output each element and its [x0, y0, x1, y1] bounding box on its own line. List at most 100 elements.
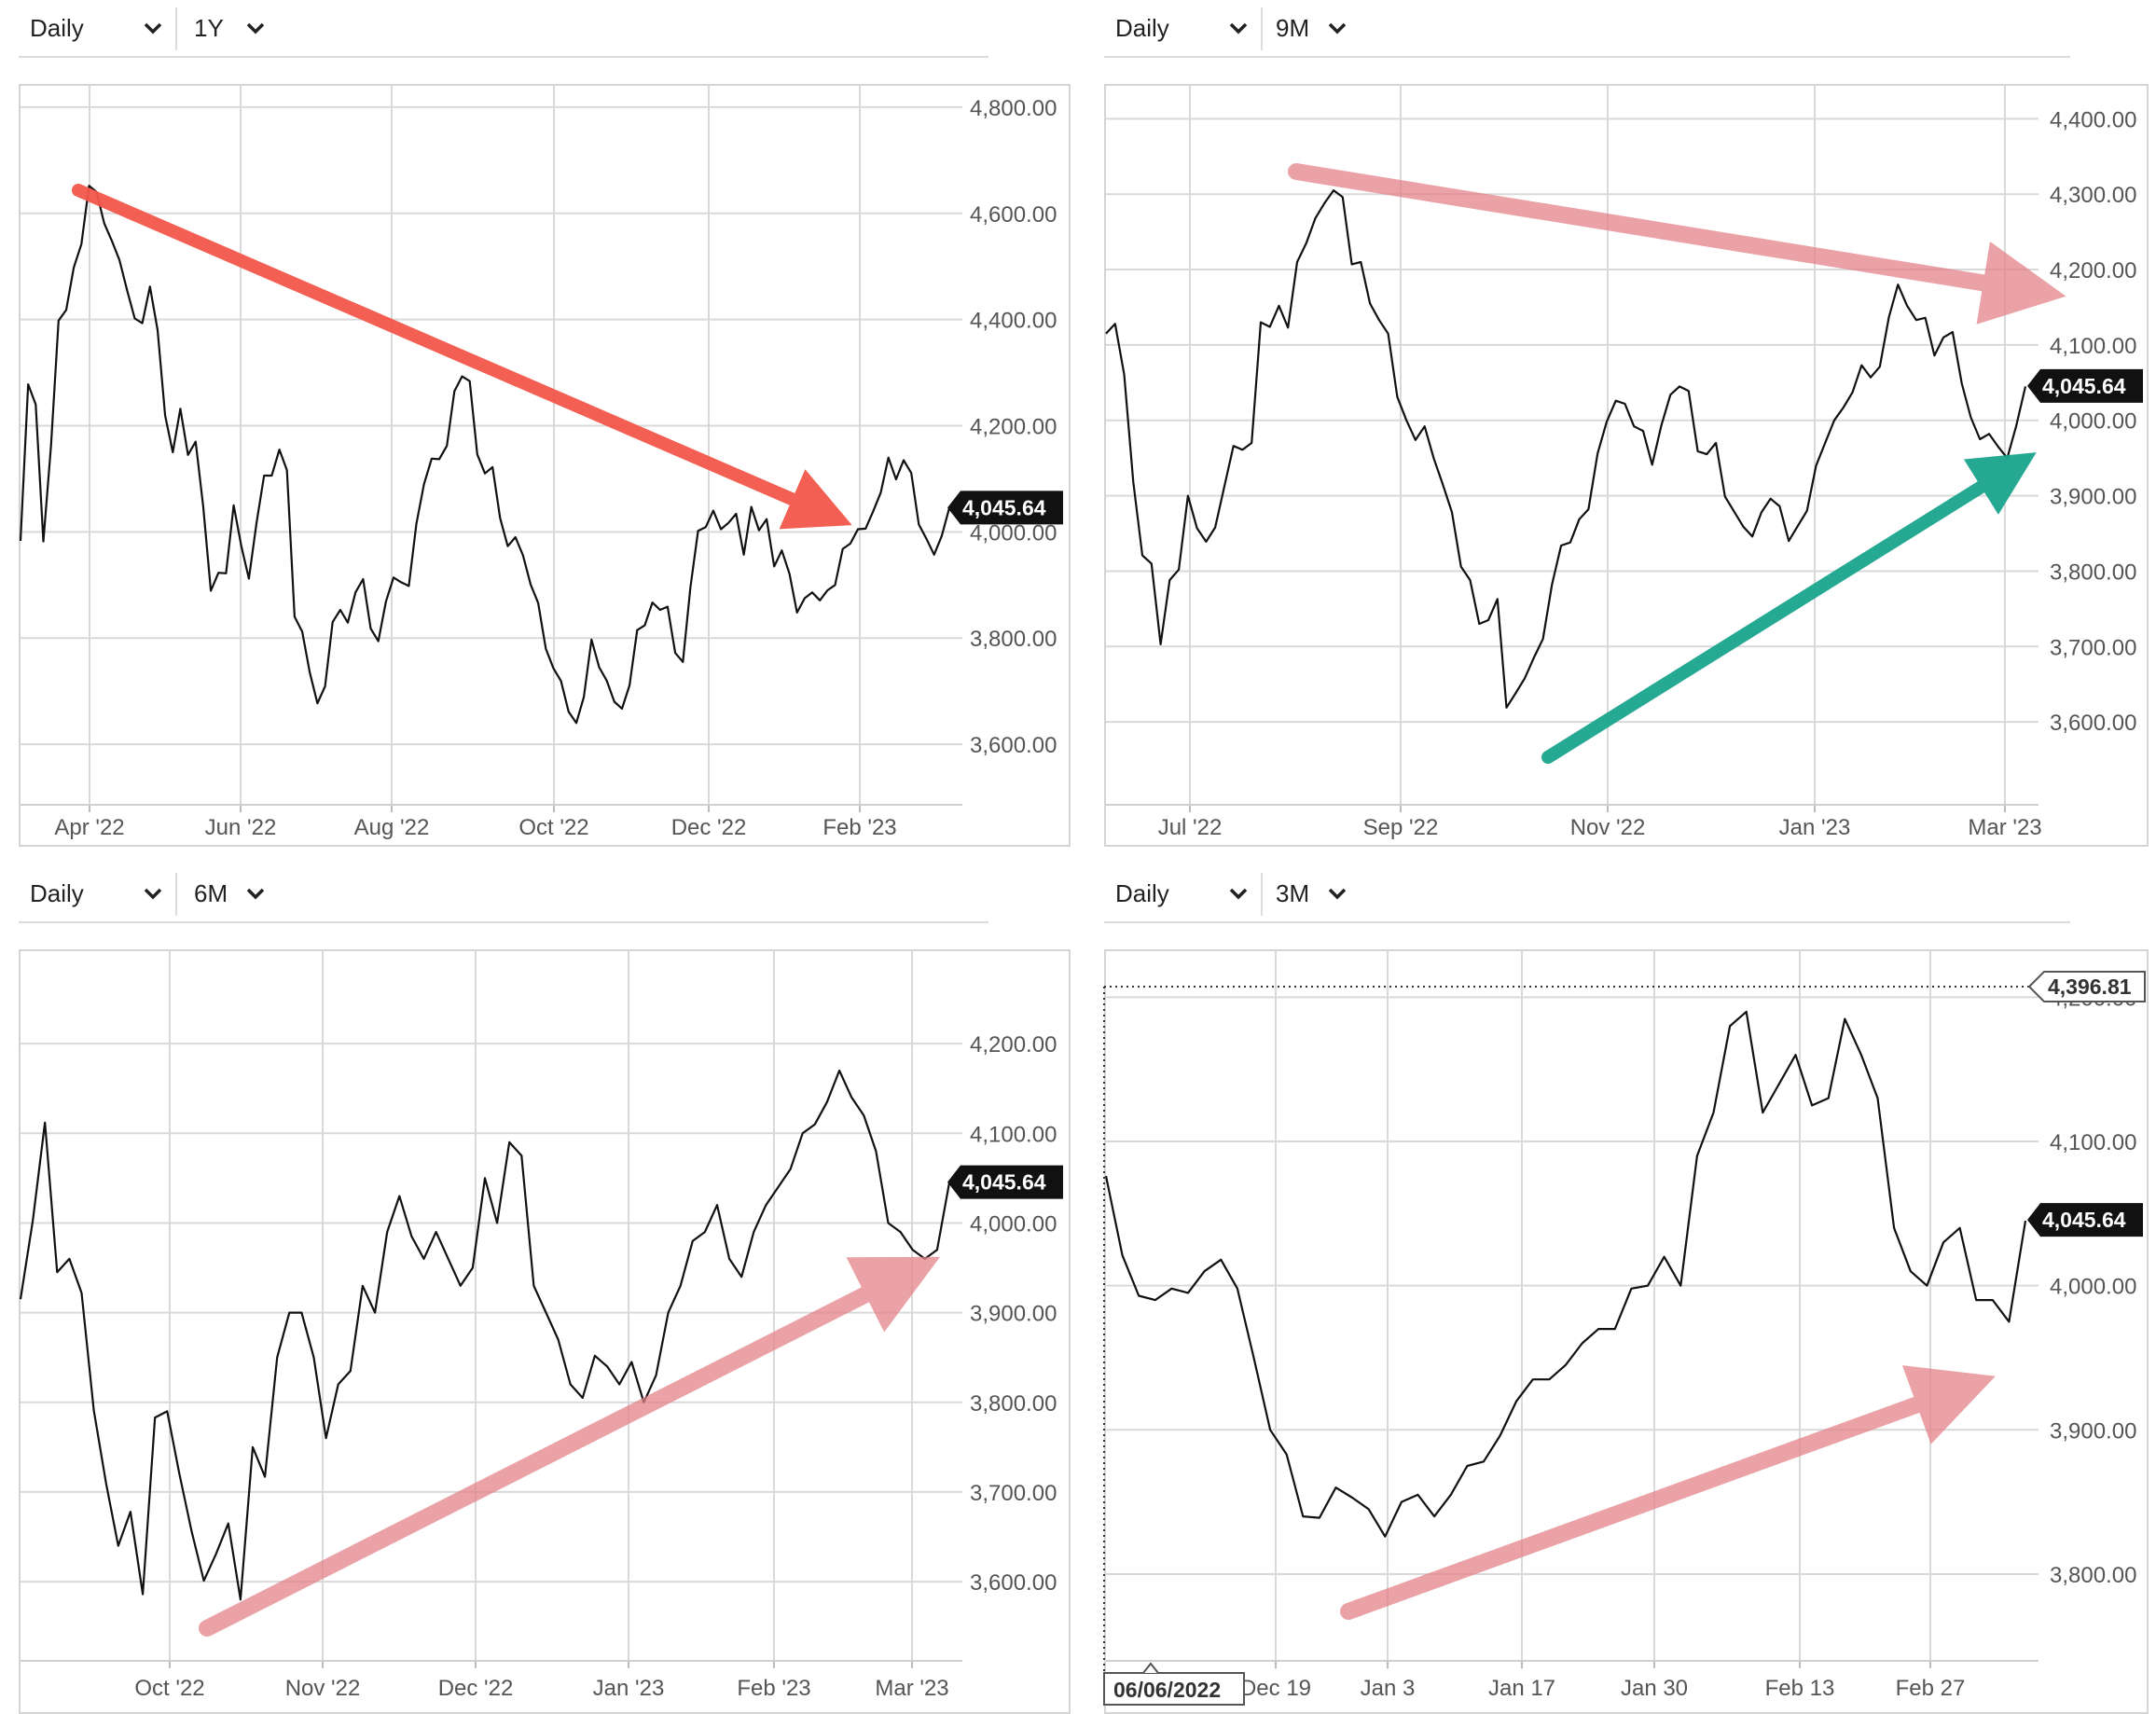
y-axis-tick-label: 3,600.00 [2050, 711, 2136, 736]
x-axis-tick-label: Dec '22 [438, 1676, 514, 1701]
trend-arrow-secondary [1541, 452, 2037, 764]
toolbar-divider [1261, 7, 1263, 50]
y-axis-tick-label: 4,100.00 [2050, 1130, 2136, 1155]
x-axis-tick-label: Apr '22 [54, 815, 124, 840]
crosshair-price-text: 4,396.81 [2048, 974, 2132, 999]
y-axis-tick-label: 3,800.00 [970, 627, 1057, 652]
chart-panel-3m: Daily 3M 4,200.004,100.004,000.003,900.0… [1082, 865, 2156, 1714]
range-dropdown[interactable]: 1Y [194, 0, 287, 56]
y-axis-tick-label: 4,400.00 [970, 309, 1057, 334]
y-axis-tick-label: 3,800.00 [2050, 1563, 2136, 1588]
range-dropdown[interactable]: 3M [1276, 865, 1369, 921]
trend-arrow [1288, 163, 2066, 325]
trend-arrow [1340, 1365, 1996, 1620]
last-price-text: 4,045.64 [962, 495, 1046, 519]
plot-area[interactable] [1104, 84, 2149, 847]
last-price-badge [2027, 1203, 2143, 1237]
y-axis-tick-label: 4,600.00 [970, 202, 1057, 228]
price-chart-9m[interactable]: 4,400.00 4,300.00 4,200.00 4,100.00 4,000.00… [1082, 0, 2156, 856]
y-axis-tick-label: 4,000.00 [2050, 409, 2136, 435]
trend-arrow [199, 1256, 941, 1637]
price-line [1104, 1010, 2027, 1538]
x-axis-tick-label: Nov '22 [1570, 815, 1646, 840]
y-axis-tick-label: 3,900.00 [2050, 485, 2136, 510]
y-axis-tick-label: 4,800.00 [970, 96, 1057, 121]
range-dropdown[interactable]: 9M [1276, 0, 1369, 56]
x-axis-tick-label: Mar '23 [1968, 815, 2041, 840]
y-axis-tick-label: 3,600.00 [970, 1570, 1057, 1596]
range-dropdown-label: 6M [194, 878, 228, 907]
y-axis-tick-label: 4,100.00 [970, 1122, 1057, 1147]
trend-arrow [72, 184, 852, 530]
chevron-down-icon [1328, 888, 1347, 900]
chart-toolbar [19, 0, 988, 58]
x-axis-tick-label: Oct '22 [134, 1676, 204, 1701]
chevron-down-icon [246, 22, 265, 35]
chevron-down-icon [144, 888, 162, 900]
chevron-down-icon [1229, 22, 1248, 35]
y-axis-tick-label: 4,000.00 [970, 520, 1057, 546]
chevron-down-icon [144, 22, 162, 35]
last-price-text: 4,045.64 [962, 1170, 1046, 1195]
price-chart-3m[interactable]: 4,200.004,100.004,000.003,900.003,800.00… [1082, 865, 2156, 1706]
price-line [19, 185, 951, 725]
interval-dropdown[interactable]: Daily [1115, 865, 1255, 921]
range-dropdown[interactable]: 6M [194, 865, 287, 921]
x-axis-tick-label: Feb 13 [1765, 1676, 1835, 1701]
toolbar-divider [1261, 873, 1263, 916]
last-price-badge [947, 1165, 1063, 1199]
y-axis-tick-label: 3,700.00 [2050, 635, 2136, 660]
y-axis-tick-label: 4,200.00 [2050, 258, 2136, 283]
interval-dropdown-label: Daily [1115, 13, 1169, 42]
toolbar-divider [175, 873, 177, 916]
chart-toolbar [1104, 865, 2070, 923]
price-line [1105, 189, 2027, 709]
last-price-text: 4,045.64 [2042, 374, 2126, 398]
chevron-down-icon [246, 888, 265, 900]
range-dropdown-label: 1Y [194, 13, 224, 42]
interval-dropdown-label: Daily [30, 13, 84, 42]
x-axis-tick-label: Feb 27 [1896, 1676, 1966, 1701]
price-chart-1y[interactable]: 4,800.00 4,600.00 4,400.00 4,200.00 4,000.00… [0, 0, 1082, 856]
range-dropdown-label: 9M [1276, 13, 1310, 42]
interval-dropdown-label: Daily [1115, 878, 1169, 907]
chevron-down-icon [1229, 888, 1248, 900]
y-axis-tick-label: 4,000.00 [970, 1211, 1057, 1237]
x-axis-tick-label: Dec 19 [1240, 1676, 1311, 1701]
y-axis-tick-label: 4,300.00 [2050, 183, 2136, 208]
chart-toolbar [1104, 0, 2070, 58]
y-axis-tick-label: 4,400.00 [2050, 107, 2136, 132]
y-axis-tick-label: 3,800.00 [970, 1391, 1057, 1417]
plot-area[interactable] [19, 84, 1071, 847]
interval-dropdown[interactable]: Daily [30, 865, 170, 921]
last-price-text: 4,045.64 [2042, 1208, 2126, 1232]
interval-dropdown[interactable]: Daily [1115, 0, 1255, 56]
y-axis-tick-label: 4,200.00 [970, 1032, 1057, 1057]
chart-toolbar [19, 865, 988, 923]
y-axis-tick-label: 3,900.00 [2050, 1418, 2136, 1444]
chart-panel-6m: Daily 6M 4,200.00 4,100.00 4,000.00 3,900.0… [0, 865, 1082, 1714]
chart-panel-1y: Daily 1Y 4,800.00 4,600.00 4,400.00 4,200.0… [0, 0, 1082, 856]
price-line [19, 1069, 951, 1601]
x-axis-tick-label: Jan 3 [1361, 1676, 1416, 1701]
chart-panel-9m: Daily 9M 4,400.00 4,300.00 4,200.00 4,100.0… [1082, 0, 2156, 856]
x-axis-tick-label: Nov '22 [285, 1676, 361, 1701]
x-axis-tick-label: Jan 17 [1488, 1676, 1555, 1701]
x-axis-tick-label: Sep '22 [1363, 815, 1439, 840]
range-dropdown-label: 3M [1276, 878, 1310, 907]
x-axis-tick-label: Mar '23 [875, 1676, 948, 1701]
x-axis-tick-label: Feb '23 [822, 815, 896, 840]
x-axis-tick-label: Dec '22 [671, 815, 747, 840]
crosshair-date-label [1103, 1672, 1245, 1706]
toolbar-divider [175, 7, 177, 50]
crosshair-date-pointer [1142, 1662, 1159, 1674]
x-axis-tick-label: Jan '23 [1779, 815, 1851, 840]
x-axis-tick-label: Jan '23 [593, 1676, 665, 1701]
chevron-down-icon [1328, 22, 1347, 35]
price-chart-6m[interactable]: 4,200.00 4,100.00 4,000.00 3,900.00 3,800.00… [0, 865, 1082, 1705]
crosshair-date-text: 06/06/2022 [1113, 1678, 1221, 1702]
y-axis-tick-label: 3,700.00 [970, 1481, 1057, 1506]
x-axis-tick-label: Jan 30 [1621, 1676, 1688, 1701]
interval-dropdown[interactable]: Daily [30, 0, 170, 56]
y-axis-tick-label: 3,600.00 [970, 733, 1057, 758]
